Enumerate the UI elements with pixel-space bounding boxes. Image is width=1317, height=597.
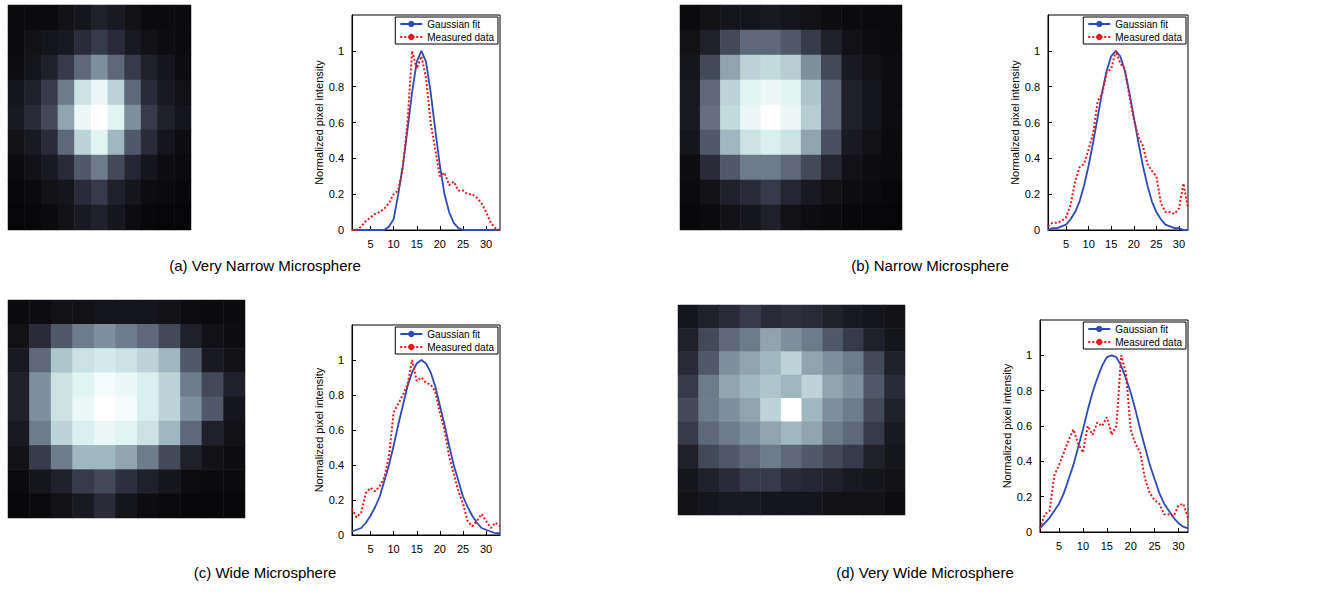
svg-text:5: 5 [1056, 540, 1062, 552]
svg-text:Gaussian fit: Gaussian fit [1115, 19, 1168, 30]
svg-text:Normalized pixel intensity: Normalized pixel intensity [1009, 60, 1021, 185]
svg-text:15: 15 [1105, 238, 1117, 250]
svg-text:0.6: 0.6 [329, 424, 344, 436]
svg-text:0.2: 0.2 [329, 494, 344, 506]
svg-text:0.8: 0.8 [1017, 385, 1032, 397]
svg-text:25: 25 [457, 238, 469, 250]
svg-text:15: 15 [411, 543, 423, 555]
svg-text:10: 10 [388, 238, 400, 250]
svg-text:0.2: 0.2 [1025, 188, 1040, 200]
svg-text:0.6: 0.6 [1017, 420, 1032, 432]
svg-text:Gaussian fit: Gaussian fit [427, 19, 480, 30]
svg-text:10: 10 [1083, 238, 1095, 250]
svg-text:30: 30 [480, 543, 492, 555]
svg-text:Normalized pixel intensity: Normalized pixel intensity [1001, 363, 1013, 488]
svg-text:5: 5 [367, 238, 373, 250]
svg-text:30: 30 [1172, 540, 1184, 552]
svg-text:30: 30 [480, 238, 492, 250]
svg-text:20: 20 [434, 543, 446, 555]
svg-text:(d) Very Wide Microsphere: (d) Very Wide Microsphere [836, 564, 1014, 581]
svg-text:0.4: 0.4 [1017, 455, 1032, 467]
svg-text:(c) Wide Microsphere: (c) Wide Microsphere [194, 564, 337, 581]
svg-text:0.2: 0.2 [329, 188, 344, 200]
svg-text:Measured data: Measured data [1115, 32, 1182, 43]
svg-text:0.8: 0.8 [329, 81, 344, 93]
svg-text:0.8: 0.8 [1025, 81, 1040, 93]
svg-text:25: 25 [457, 543, 469, 555]
svg-text:0.4: 0.4 [329, 459, 344, 471]
svg-text:10: 10 [388, 543, 400, 555]
svg-text:25: 25 [1148, 540, 1160, 552]
svg-text:0.2: 0.2 [1017, 491, 1032, 503]
svg-text:Measured data: Measured data [1115, 337, 1182, 348]
svg-text:1: 1 [338, 45, 344, 57]
svg-text:0: 0 [1026, 526, 1032, 538]
svg-text:25: 25 [1150, 238, 1162, 250]
svg-text:15: 15 [1101, 540, 1113, 552]
svg-text:5: 5 [1063, 238, 1069, 250]
svg-text:(b) Narrow Microsphere: (b) Narrow Microsphere [851, 257, 1009, 274]
svg-text:20: 20 [1125, 540, 1137, 552]
svg-text:30: 30 [1173, 238, 1185, 250]
svg-text:0: 0 [338, 224, 344, 236]
svg-text:0: 0 [1034, 224, 1040, 236]
svg-text:5: 5 [367, 543, 373, 555]
svg-text:Normalized pixel intensity: Normalized pixel intensity [313, 367, 325, 492]
svg-text:Normalized pixel intensity: Normalized pixel intensity [313, 60, 325, 185]
svg-text:1: 1 [338, 354, 344, 366]
svg-text:Measured data: Measured data [427, 32, 494, 43]
svg-text:Gaussian fit: Gaussian fit [427, 329, 480, 340]
svg-text:0.4: 0.4 [329, 152, 344, 164]
svg-text:20: 20 [1128, 238, 1140, 250]
svg-text:0.8: 0.8 [329, 389, 344, 401]
svg-text:20: 20 [434, 238, 446, 250]
svg-text:Measured data: Measured data [427, 342, 494, 353]
svg-text:0.6: 0.6 [1025, 117, 1040, 129]
svg-text:0.4: 0.4 [1025, 152, 1040, 164]
svg-text:1: 1 [1026, 349, 1032, 361]
svg-text:Gaussian fit: Gaussian fit [1115, 324, 1168, 335]
svg-text:10: 10 [1077, 540, 1089, 552]
svg-text:0.6: 0.6 [329, 117, 344, 129]
svg-text:15: 15 [411, 238, 423, 250]
svg-text:(a) Very Narrow Microsphere: (a) Very Narrow Microsphere [169, 257, 361, 274]
svg-text:1: 1 [1034, 45, 1040, 57]
svg-text:0: 0 [338, 529, 344, 541]
